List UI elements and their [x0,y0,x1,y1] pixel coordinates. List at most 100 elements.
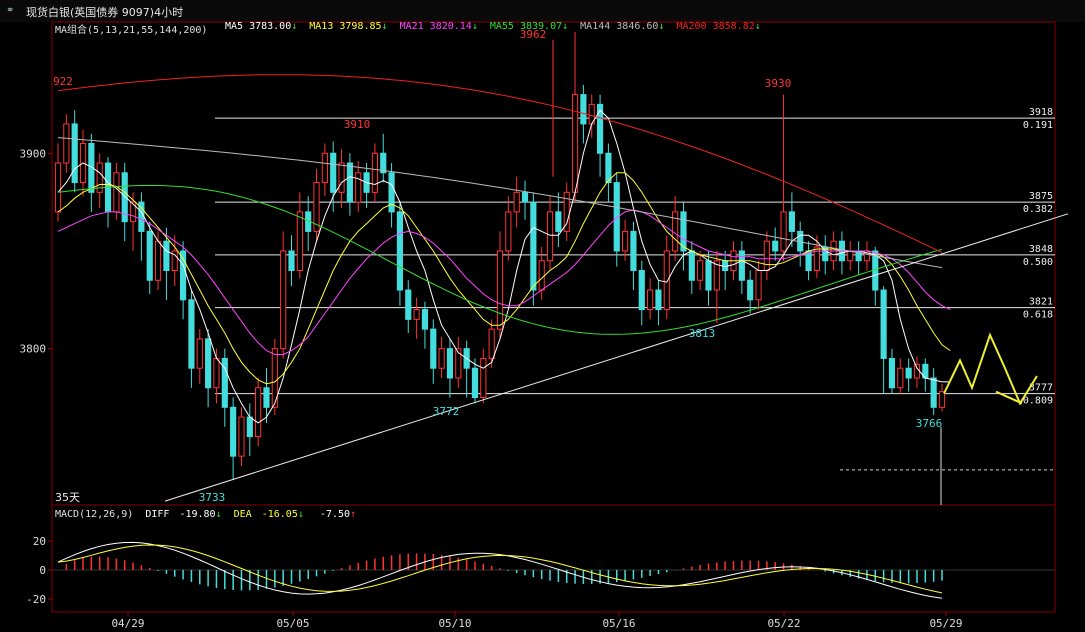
candle-body [221,357,228,408]
candle-body [747,279,754,301]
candle-body [496,250,504,330]
candle-body [338,162,345,193]
candle-body [171,250,178,271]
ma-line-ma5 [57,109,951,424]
trend-line [164,213,1069,502]
ma-legend-arrow: ↓ [471,21,478,32]
candle-body [613,182,620,252]
ma-legend-value: 3820.14 [423,21,472,32]
candle-body [788,211,795,232]
fib-price-label: 3875 [1029,191,1053,202]
price-annotation: 3772 [433,405,460,418]
candle-body [530,201,537,291]
candle-body [54,162,62,213]
candle-body [146,230,153,281]
dea-label: DEA [233,509,252,520]
ma-legend-name: MA21 [399,21,424,32]
candle-body [205,338,212,389]
candle-body [238,416,245,457]
macd-arrow: ↑ [350,509,357,520]
ma-legend-item: MA13 3798.85↓ [309,21,387,32]
candle-body [371,152,378,193]
ma-legend-arrow: ↓ [658,21,665,32]
candle-body [129,201,137,223]
fib-ratio-label: 0.191 [1023,120,1053,131]
candle-body [546,211,554,262]
dea-arrow: ↓ [297,509,304,520]
candle-body [513,191,520,213]
ma-legend-items: MA5 3783.00↓ MA13 3798.85↓ MA21 3820.14↓ MA… [225,21,773,35]
candle-body [380,152,387,174]
candle-body [396,211,404,291]
fib-price-label: 3777 [1029,383,1053,394]
candle-body [96,162,103,193]
x-tick-label: 05/05 [276,617,309,630]
fib-price-label: 3848 [1029,244,1053,255]
fib-ratio-label: 0.500 [1023,257,1053,268]
macd-tick-label: -20 [26,593,46,606]
ma-legend-arrow: ↓ [381,21,388,32]
ma-legend-value: 3783.00 [243,21,292,32]
ma-line-ma21 [57,209,951,355]
candle-body [280,250,287,350]
ma-legend-name: MA13 [309,21,334,32]
candle-body [697,260,704,281]
candle-body [763,240,770,271]
chain-link-icon: ⚭ [6,5,15,16]
candle-body [738,250,745,281]
candle-body [180,250,187,301]
candle-body [663,250,670,311]
fib-ratio-label: 0.809 [1023,396,1053,407]
x-tick-label: 04/29 [111,617,144,630]
ma-line-ma144 [57,137,943,269]
candle-body [413,309,420,320]
candle-body [255,387,262,438]
candle-body [88,142,95,193]
candle-body [813,246,820,272]
candle-body [355,172,362,203]
candle-body [446,348,454,379]
macd-label: MACD(12,26,9) [55,509,134,520]
candle-body [888,357,896,389]
candle-body [296,211,303,271]
candle-body [71,123,78,184]
fib-price-label: 3918 [1029,107,1053,118]
candle-body [421,309,429,330]
ma-legend-value: 3798.85 [333,21,382,32]
candle-body [213,357,220,389]
candle-body [847,250,854,262]
candle-body [880,289,887,359]
ma-legend-value: 3846.60 [610,21,659,32]
candle-body [538,260,545,291]
price-annotation: 3910 [344,118,371,131]
candle-body [680,211,687,252]
candle-body [288,250,295,271]
y-tick-label: 3800 [20,343,47,356]
candle-body [722,260,729,271]
macd-tick-label: 0 [39,564,46,577]
candle-body [521,191,529,203]
candle-body [805,250,812,271]
candle-body [555,211,562,232]
candle-body [622,230,629,252]
candle-body [263,387,270,408]
ma-legend-item: MA55 3839.07↓ [490,21,568,32]
candle-body [63,123,70,164]
candle-body [580,94,587,125]
candle-body [647,289,654,311]
ma-line-ma200 [57,74,943,254]
y-tick-label: 3900 [20,147,47,160]
price-annotation: 3930 [765,77,792,90]
fib-price-label: 3821 [1029,297,1053,308]
candle-body [246,416,253,438]
diff-value: -19.80 [179,509,216,520]
x-tick-label: 05/10 [438,617,471,630]
candle-body [705,260,712,291]
ma-line-ma55 [57,184,943,335]
candle-body [655,289,662,311]
candle-body [321,152,328,184]
ma-legend-item: MA5 3783.00↓ [225,21,297,32]
candle-body [388,172,395,213]
ma-legend-value: 3839.07 [513,21,563,32]
ma-legend-name: MA55 [489,21,514,32]
